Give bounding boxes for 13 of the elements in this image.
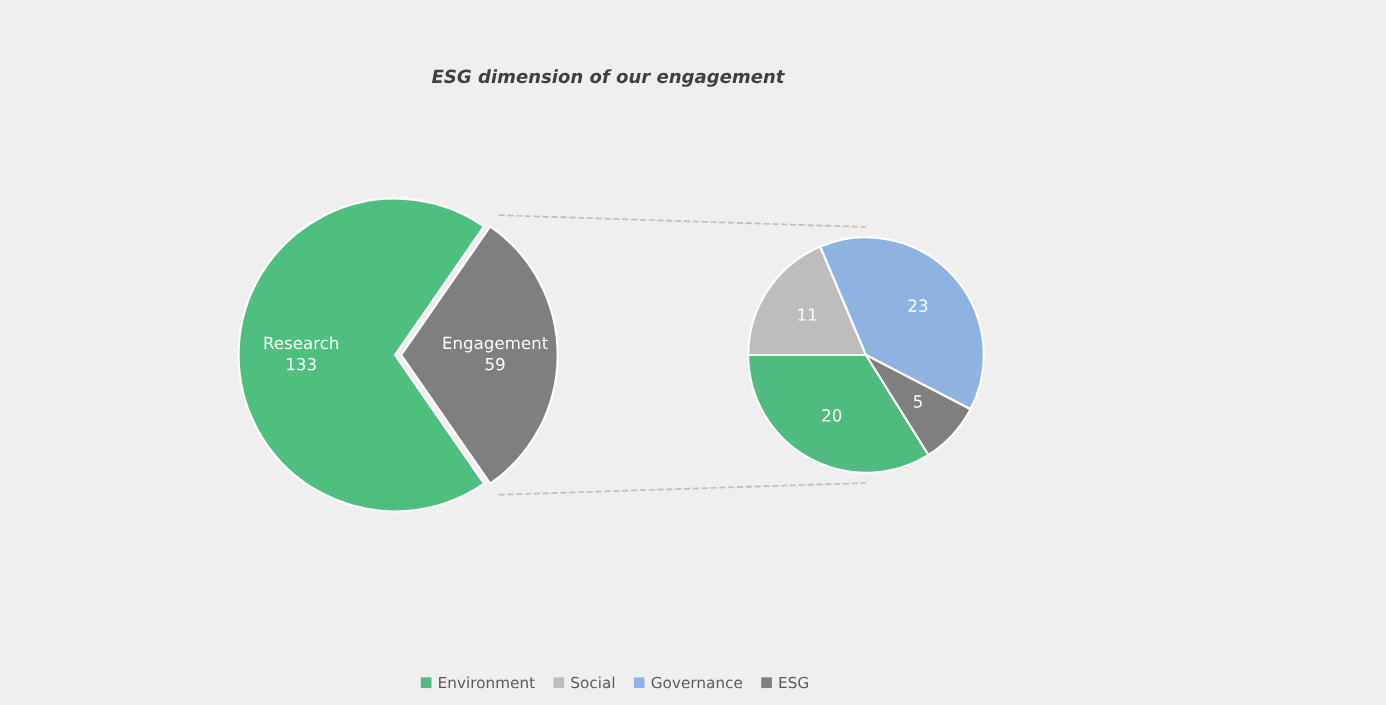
data-label: 20 [822, 409, 842, 422]
data-label: 23 [908, 299, 928, 312]
text: ESG dimension of our engagement [431, 69, 785, 87]
data-label: 133 [287, 357, 316, 371]
legend-label: Environment [439, 676, 535, 689]
legend-label: Social [571, 676, 615, 689]
legend-label: ESG [779, 676, 808, 689]
slice-label: Research [264, 336, 338, 350]
data-label: 59 [485, 357, 505, 371]
slice-label: Engagement [443, 336, 548, 353]
data-label: 5 [913, 395, 922, 408]
legend-label: Governance [651, 676, 743, 689]
data-label: 11 [798, 308, 817, 321]
